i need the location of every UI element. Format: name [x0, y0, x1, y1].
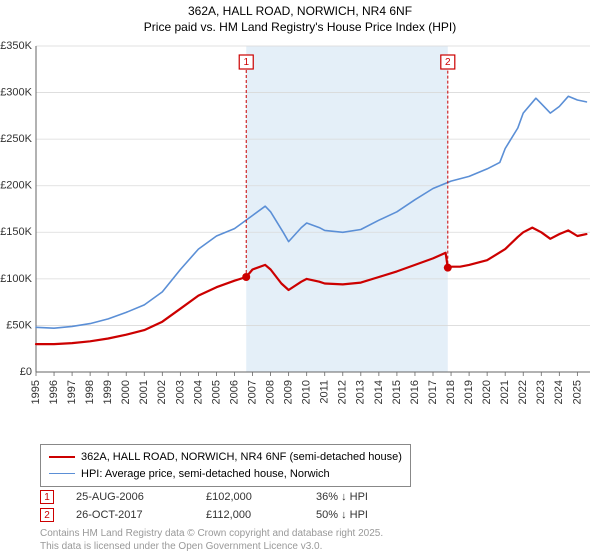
footer: Contains HM Land Registry data © Crown c…: [40, 528, 383, 553]
svg-text:2019: 2019: [463, 380, 475, 404]
svg-text:2018: 2018: [445, 380, 457, 404]
svg-text:2020: 2020: [481, 380, 493, 404]
svg-text:£200K: £200K: [0, 180, 32, 192]
legend-label-hpi: HPI: Average price, semi-detached house,…: [81, 466, 330, 483]
title-line-1: 362A, HALL ROAD, NORWICH, NR4 6NF: [0, 4, 600, 20]
svg-text:2012: 2012: [337, 380, 349, 404]
legend-swatch-property: [49, 456, 75, 458]
svg-text:2021: 2021: [499, 380, 511, 404]
svg-text:2022: 2022: [517, 380, 529, 404]
marker-row-1: 1 25-AUG-2006 £102,000 36% ↓ HPI: [40, 488, 436, 506]
marker-pct-2: 50% ↓ HPI: [316, 509, 436, 521]
marker-date-2: 26-OCT-2017: [76, 509, 206, 521]
legend: 362A, HALL ROAD, NORWICH, NR4 6NF (semi-…: [40, 444, 411, 487]
svg-text:2002: 2002: [156, 380, 168, 404]
marker-pct-1: 36% ↓ HPI: [316, 491, 436, 503]
svg-text:2004: 2004: [192, 380, 204, 404]
svg-text:2010: 2010: [301, 380, 313, 404]
chart-title: 362A, HALL ROAD, NORWICH, NR4 6NF Price …: [0, 0, 600, 35]
marker-badge-1: 1: [40, 490, 54, 504]
legend-row-hpi: HPI: Average price, semi-detached house,…: [49, 466, 402, 483]
marker-price-2: £112,000: [206, 509, 316, 521]
svg-text:£250K: £250K: [0, 133, 32, 145]
svg-text:£50K: £50K: [6, 319, 32, 331]
svg-text:2005: 2005: [210, 380, 222, 404]
svg-text:2016: 2016: [409, 380, 421, 404]
svg-text:1: 1: [243, 57, 249, 68]
legend-swatch-hpi: [49, 473, 75, 474]
svg-text:2017: 2017: [427, 380, 439, 404]
svg-text:1996: 1996: [48, 380, 60, 404]
svg-text:2025: 2025: [571, 380, 583, 404]
legend-row-property: 362A, HALL ROAD, NORWICH, NR4 6NF (semi-…: [49, 449, 402, 466]
marker-price-1: £102,000: [206, 491, 316, 503]
marker-row-2: 2 26-OCT-2017 £112,000 50% ↓ HPI: [40, 506, 436, 524]
footer-line-2: This data is licensed under the Open Gov…: [40, 541, 383, 554]
svg-text:2015: 2015: [391, 380, 403, 404]
svg-text:2001: 2001: [138, 380, 150, 404]
svg-text:2: 2: [445, 57, 451, 68]
footer-line-1: Contains HM Land Registry data © Crown c…: [40, 528, 383, 541]
svg-text:2013: 2013: [355, 380, 367, 404]
svg-text:£150K: £150K: [0, 226, 32, 238]
marker-badge-2: 2: [40, 508, 54, 522]
svg-text:2023: 2023: [535, 380, 547, 404]
marker-table: 1 25-AUG-2006 £102,000 36% ↓ HPI 2 26-OC…: [40, 488, 436, 524]
marker-date-1: 25-AUG-2006: [76, 491, 206, 503]
chart-plot-area: £0£50K£100K£150K£200K£250K£300K£350K1995…: [34, 42, 594, 402]
svg-text:1999: 1999: [102, 380, 114, 404]
svg-text:2007: 2007: [246, 380, 258, 404]
title-line-2: Price paid vs. HM Land Registry's House …: [0, 20, 600, 36]
svg-text:2000: 2000: [120, 380, 132, 404]
svg-text:2011: 2011: [319, 380, 331, 404]
svg-text:1995: 1995: [30, 380, 42, 404]
svg-text:1997: 1997: [66, 380, 78, 404]
svg-text:£350K: £350K: [0, 40, 32, 52]
chart-svg: £0£50K£100K£150K£200K£250K£300K£350K1995…: [34, 42, 594, 434]
svg-text:£100K: £100K: [0, 273, 32, 285]
legend-label-property: 362A, HALL ROAD, NORWICH, NR4 6NF (semi-…: [81, 449, 402, 466]
svg-text:2008: 2008: [264, 380, 276, 404]
svg-text:2024: 2024: [553, 380, 565, 404]
svg-text:2014: 2014: [373, 380, 385, 404]
svg-text:£0: £0: [20, 366, 32, 378]
svg-text:£300K: £300K: [0, 86, 32, 98]
chart-container: 362A, HALL ROAD, NORWICH, NR4 6NF Price …: [0, 0, 600, 560]
svg-text:1998: 1998: [84, 380, 96, 404]
svg-text:2009: 2009: [283, 380, 295, 404]
svg-text:2003: 2003: [174, 380, 186, 404]
svg-text:2006: 2006: [228, 380, 240, 404]
